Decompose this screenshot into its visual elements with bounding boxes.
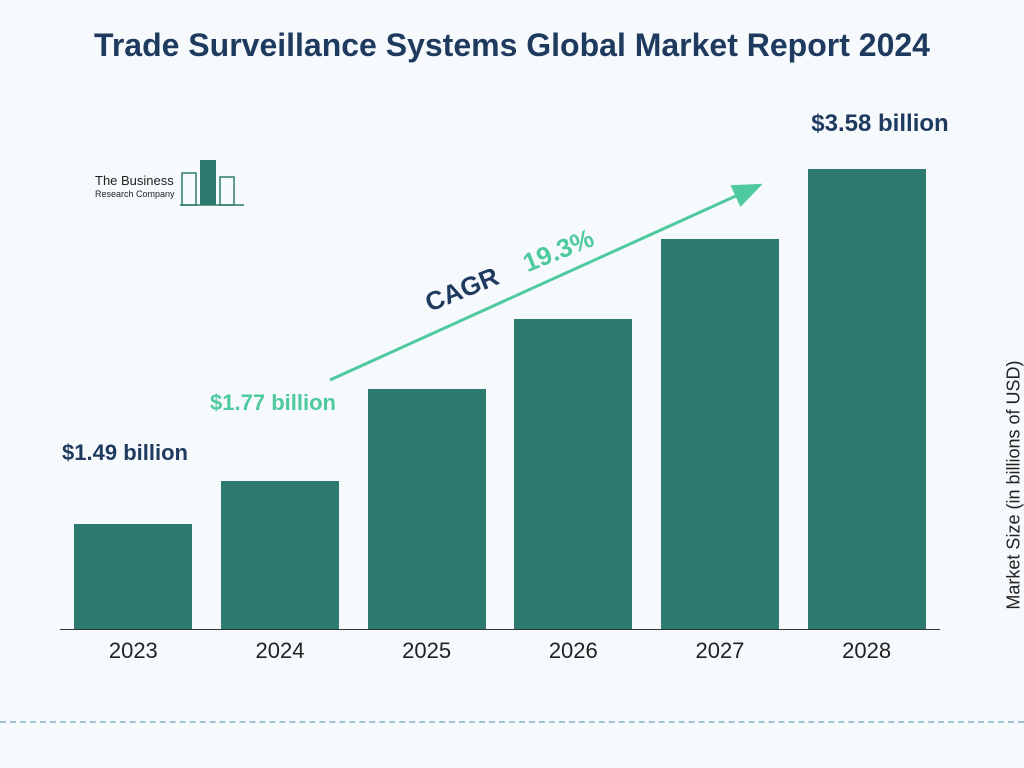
bar	[368, 389, 486, 629]
bar	[514, 319, 632, 629]
bar	[74, 524, 192, 629]
value-label-2023: $1.49 billion	[60, 440, 190, 466]
y-axis-label: Market Size (in billions of USD)	[1004, 361, 1024, 610]
x-label: 2028	[802, 630, 932, 670]
bars-container	[60, 140, 940, 630]
bar-2025	[362, 389, 492, 629]
x-axis-labels: 2023 2024 2025 2026 2027 2028	[60, 630, 940, 670]
x-label: 2025	[362, 630, 492, 670]
value-label-2024: $1.77 billion	[208, 390, 338, 416]
value-label-2028: $3.58 billion	[790, 110, 970, 139]
x-label: 2026	[508, 630, 638, 670]
bar-2027	[655, 239, 785, 629]
x-label: 2024	[215, 630, 345, 670]
bar-2023	[68, 524, 198, 629]
bar	[808, 169, 926, 629]
chart-area: 2023 2024 2025 2026 2027 2028	[60, 140, 940, 670]
bar	[221, 481, 339, 629]
bar-2026	[508, 319, 638, 629]
chart-title: Trade Surveillance Systems Global Market…	[0, 0, 1024, 77]
x-label: 2027	[655, 630, 785, 670]
bottom-divider	[0, 721, 1024, 723]
x-label: 2023	[68, 630, 198, 670]
bar-2024	[215, 481, 345, 629]
bar-2028	[802, 169, 932, 629]
bar	[661, 239, 779, 629]
